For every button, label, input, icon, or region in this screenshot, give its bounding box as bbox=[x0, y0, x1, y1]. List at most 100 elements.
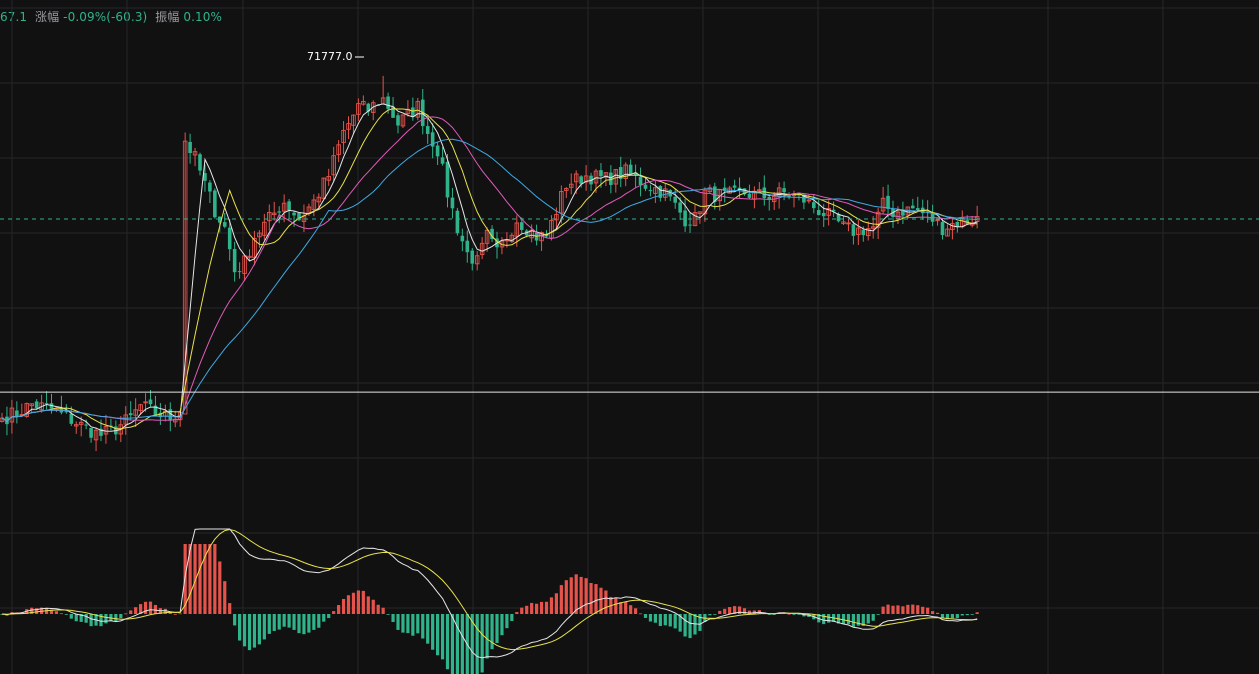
macd-bar bbox=[698, 614, 702, 631]
candle bbox=[93, 427, 99, 452]
macd-bar bbox=[525, 605, 529, 614]
candle bbox=[371, 100, 376, 121]
macd-bar bbox=[134, 607, 138, 614]
macd-pane[interactable] bbox=[0, 528, 979, 674]
macd-bar bbox=[723, 608, 727, 614]
candle bbox=[648, 184, 653, 197]
candle bbox=[415, 97, 421, 121]
candle bbox=[465, 230, 470, 263]
macd-bar bbox=[322, 614, 326, 622]
candle bbox=[440, 146, 445, 166]
macd-bar bbox=[49, 609, 54, 614]
candle bbox=[767, 195, 772, 211]
macd-bar bbox=[584, 578, 588, 614]
macd-bar bbox=[970, 614, 974, 615]
candle bbox=[213, 188, 217, 219]
macd-bar bbox=[881, 606, 885, 614]
candle bbox=[356, 98, 361, 121]
candle bbox=[341, 121, 346, 155]
macd-bar bbox=[455, 614, 459, 674]
candle bbox=[826, 200, 831, 226]
macd-bar bbox=[35, 608, 39, 614]
price-tail: 67.1 bbox=[0, 10, 28, 24]
candle bbox=[163, 404, 168, 422]
macd-bar bbox=[208, 544, 212, 614]
macd-bar bbox=[787, 613, 791, 615]
macd-bar bbox=[218, 561, 222, 614]
candle bbox=[683, 199, 687, 232]
macd-bar bbox=[381, 607, 385, 614]
macd-bar bbox=[143, 601, 148, 614]
macd-bar bbox=[891, 605, 895, 614]
macd-bar bbox=[480, 614, 484, 673]
macd-bar bbox=[346, 595, 351, 614]
macd-bar bbox=[272, 614, 276, 631]
candle bbox=[208, 179, 212, 203]
candle bbox=[59, 395, 64, 415]
candle bbox=[0, 412, 5, 423]
candle bbox=[870, 216, 876, 239]
macd-bar bbox=[421, 614, 425, 639]
macd-bar bbox=[124, 613, 128, 615]
candle bbox=[396, 112, 400, 134]
macd-bar bbox=[554, 593, 558, 614]
macd-bar bbox=[242, 614, 247, 647]
candle bbox=[39, 394, 44, 413]
macd-bar bbox=[163, 608, 167, 614]
candle bbox=[495, 231, 499, 259]
macd-bar bbox=[59, 613, 63, 615]
macd-bar bbox=[178, 613, 182, 615]
macd-bar bbox=[846, 614, 851, 625]
macd-bar bbox=[341, 598, 346, 614]
macd-bar bbox=[713, 614, 717, 615]
macd-dea-line bbox=[1, 528, 978, 651]
macd-bar bbox=[139, 604, 143, 614]
macd-bar bbox=[317, 614, 321, 628]
candle bbox=[331, 146, 336, 182]
candle bbox=[78, 416, 84, 437]
candle bbox=[678, 197, 682, 221]
candle bbox=[247, 249, 252, 261]
macd-bar bbox=[643, 614, 648, 618]
candle bbox=[435, 142, 440, 166]
candle bbox=[930, 204, 935, 227]
macd-bar bbox=[356, 590, 360, 614]
candle bbox=[138, 403, 143, 415]
macd-bar bbox=[292, 614, 296, 630]
candlestick-pane[interactable]: 71777.0 bbox=[0, 50, 1259, 452]
macd-bar bbox=[688, 614, 692, 639]
macd-bar bbox=[148, 601, 153, 614]
macd-bar bbox=[549, 597, 554, 614]
macd-bar bbox=[312, 614, 316, 630]
candle bbox=[143, 393, 148, 412]
candle bbox=[227, 218, 232, 261]
candle bbox=[886, 184, 890, 218]
candle bbox=[287, 199, 291, 220]
macd-bar bbox=[569, 577, 573, 614]
macd-bar bbox=[559, 585, 563, 614]
macd-bar bbox=[827, 614, 831, 623]
candle bbox=[153, 395, 158, 417]
candle bbox=[474, 251, 480, 271]
candle bbox=[613, 168, 619, 193]
candle bbox=[509, 232, 515, 244]
candle bbox=[713, 182, 717, 210]
macd-bar bbox=[876, 614, 880, 615]
macd-bar bbox=[916, 605, 920, 614]
macd-bar bbox=[544, 601, 549, 614]
macd-bar bbox=[89, 614, 93, 627]
candle bbox=[232, 241, 237, 282]
macd-lines bbox=[1, 528, 978, 659]
candle bbox=[460, 228, 465, 252]
macd-bar bbox=[728, 607, 732, 614]
macd-bar bbox=[168, 612, 172, 614]
macd-bar bbox=[911, 604, 915, 614]
candle bbox=[717, 189, 723, 211]
candle bbox=[44, 391, 49, 410]
macd-bar bbox=[401, 614, 405, 633]
macd-bar bbox=[935, 612, 940, 614]
macd-bar bbox=[193, 544, 197, 614]
macd-bar bbox=[668, 614, 672, 627]
candle bbox=[69, 406, 74, 426]
